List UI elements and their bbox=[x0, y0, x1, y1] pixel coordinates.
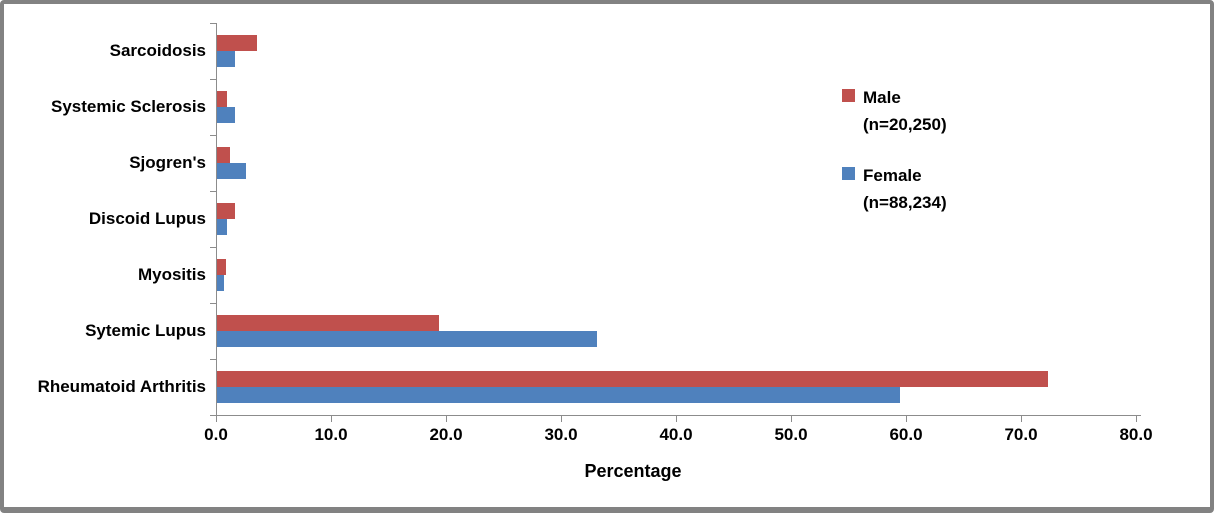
legend-item-female: Female (n=88,234) bbox=[842, 162, 947, 216]
legend: Male (n=20,250) Female (n=88,234) bbox=[842, 84, 947, 216]
x-axis-tick bbox=[561, 416, 562, 422]
y-axis-tick bbox=[210, 247, 216, 248]
bar-male-6 bbox=[217, 371, 1048, 387]
x-axis-title: Percentage bbox=[584, 461, 682, 481]
bar-male-0 bbox=[217, 35, 257, 51]
category-label: Myositis bbox=[137, 265, 206, 284]
bar-male-4 bbox=[217, 259, 226, 275]
y-axis-tick bbox=[210, 135, 216, 136]
x-tick-label: 10.0 bbox=[314, 425, 348, 444]
y-axis-tick bbox=[210, 303, 216, 304]
x-axis-tick bbox=[906, 416, 907, 422]
y-axis-tick bbox=[210, 359, 216, 360]
bar-female-2 bbox=[217, 163, 246, 179]
category-label: Rheumatoid Arthritis bbox=[37, 377, 206, 396]
bar-female-4 bbox=[217, 275, 224, 291]
legend-item-male: Male (n=20,250) bbox=[842, 84, 947, 138]
bar-female-5 bbox=[217, 331, 597, 347]
x-tick-label: 20.0 bbox=[429, 425, 463, 444]
bar-female-6 bbox=[217, 387, 900, 403]
x-tick-label: 70.0 bbox=[1004, 425, 1038, 444]
y-axis-tick bbox=[210, 23, 216, 24]
male-n-count: (n=20,250) bbox=[863, 115, 947, 134]
x-tick-label: 40.0 bbox=[659, 425, 693, 444]
bar-female-1 bbox=[217, 107, 235, 123]
bar-chart: Sarcoidosis Systemic Sclerosis Sjogren's Di… bbox=[4, 4, 1210, 507]
y-axis-tick bbox=[210, 191, 216, 192]
x-tick-label: 80.0 bbox=[1119, 425, 1153, 444]
category-label: Sjogren's bbox=[129, 153, 206, 172]
x-axis-tick bbox=[1136, 416, 1137, 422]
x-axis-tick bbox=[446, 416, 447, 422]
bar-female-0 bbox=[217, 51, 235, 67]
x-tick-label: 30.0 bbox=[544, 425, 578, 444]
female-color-swatch bbox=[842, 167, 855, 180]
bar-male-5 bbox=[217, 315, 439, 331]
legend-label-male: Male (n=20,250) bbox=[863, 84, 947, 138]
bar-female-3 bbox=[217, 219, 227, 235]
x-axis-tick bbox=[216, 416, 217, 422]
bar-male-2 bbox=[217, 147, 230, 163]
category-label: Discoid Lupus bbox=[88, 209, 206, 228]
legend-label-female: Female (n=88,234) bbox=[863, 162, 947, 216]
x-axis-line bbox=[210, 415, 1141, 416]
category-label: Systemic Sclerosis bbox=[51, 97, 206, 116]
x-tick-label: 0.0 bbox=[204, 425, 228, 444]
x-tick-label: 50.0 bbox=[774, 425, 808, 444]
category-label: Sytemic Lupus bbox=[85, 321, 206, 340]
x-tick-label: 60.0 bbox=[889, 425, 923, 444]
bar-male-3 bbox=[217, 203, 235, 219]
male-color-swatch bbox=[842, 89, 855, 102]
y-axis-tick bbox=[210, 415, 216, 416]
x-axis-tick bbox=[331, 416, 332, 422]
x-axis-tick bbox=[791, 416, 792, 422]
male-series-name: Male bbox=[863, 88, 901, 107]
female-series-name: Female bbox=[863, 166, 922, 185]
female-n-count: (n=88,234) bbox=[863, 193, 947, 212]
y-axis-line bbox=[216, 23, 217, 416]
y-axis-tick bbox=[210, 79, 216, 80]
category-label: Sarcoidosis bbox=[109, 41, 206, 60]
x-axis-tick bbox=[676, 416, 677, 422]
x-axis-tick bbox=[1021, 416, 1022, 422]
bar-male-1 bbox=[217, 91, 227, 107]
